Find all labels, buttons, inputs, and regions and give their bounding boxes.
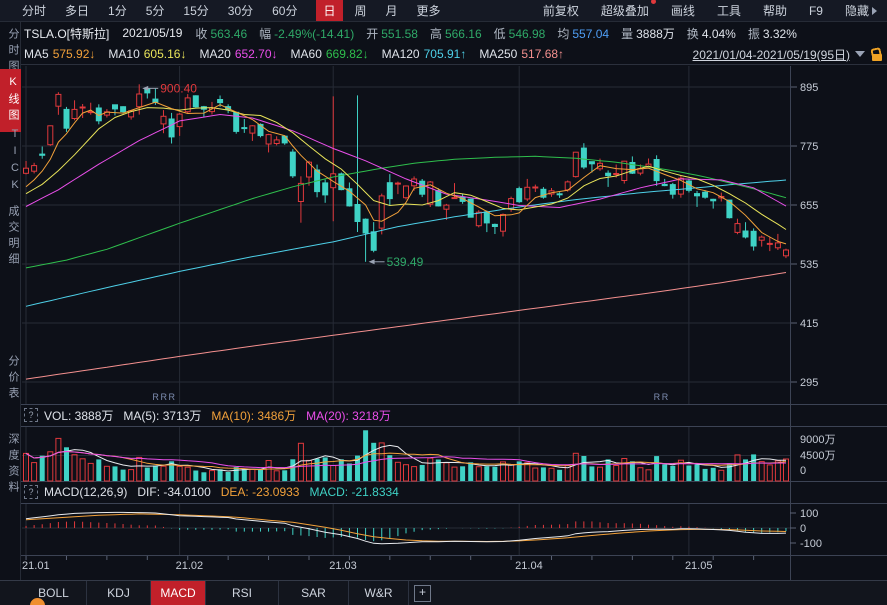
field-avg: 均 557.04 (557, 26, 610, 41)
tab-rsi[interactable]: RSI (206, 581, 279, 605)
toolbar-item-f9[interactable]: F9 (808, 3, 823, 18)
svg-text:0: 0 (800, 465, 806, 477)
toolbar-item-more[interactable]: 更多 (416, 4, 441, 18)
sidebar-item-kline[interactable]: K线图 (0, 69, 21, 132)
svg-text:21.02: 21.02 (176, 560, 204, 572)
volume-pane-header: ? VOL: 3888万 MA(5): 3713万 MA(10): 3486万 … (21, 405, 781, 425)
toolbar-item-intraday[interactable]: 分时 (22, 4, 47, 18)
svg-text:R: R (152, 392, 159, 402)
toolbar-item-monthly[interactable]: 月 (385, 4, 398, 18)
unlock-icon[interactable] (870, 46, 883, 61)
toolbar-item-weekly[interactable]: 周 (354, 4, 367, 18)
svg-text:R: R (169, 392, 176, 402)
toolbar-item-60min[interactable]: 60分 (272, 4, 298, 18)
macd-params: MACD(12,26,9) (44, 485, 128, 499)
sidebar-item-price-table[interactable]: 分价表 (7, 355, 19, 403)
tab-boll[interactable]: BOLL (21, 581, 87, 605)
svg-text:21.01: 21.01 (22, 560, 50, 572)
quote-info-bar: TSLA.O[特斯拉] 2021/05/19 收 563.46 幅 -2.49%(-… (21, 22, 887, 44)
notification-dot-icon (650, 0, 656, 4)
toolbar-item-draw-line[interactable]: 画线 (670, 4, 695, 18)
add-indicator-button[interactable]: + (414, 584, 431, 602)
svg-text:0: 0 (800, 523, 806, 535)
toolbar-item-1min[interactable]: 1分 (108, 4, 127, 18)
date-range-label[interactable]: 2021/01/04-2021/05/19(95日) (692, 47, 850, 62)
field-amplitude: 振 3.32% (747, 26, 797, 41)
vol-value: VOL: 3888万 (44, 408, 114, 423)
indicator-tab-bar: BOLL KDJ MACD RSI SAR W&R + (0, 580, 887, 605)
svg-text:4500万: 4500万 (800, 450, 835, 462)
period-toolbar: 分时 多日 1分 5分 15分 30分 60分 日 周 月 更多 前复权 超级叠… (0, 0, 887, 22)
macd-dea: DEA: -23.0933 (220, 485, 300, 499)
ma10-legend: MA10 605.16↓ (108, 47, 187, 61)
toolbar-item-tools[interactable]: 工具 (716, 4, 741, 18)
field-turnover: 换 4.04% (686, 26, 736, 41)
tab-macd[interactable]: MACD (151, 581, 206, 605)
svg-text:415: 415 (800, 318, 818, 330)
sidebar-item-time-chart[interactable]: 分时图 (7, 28, 19, 76)
sidebar-item-depth-data[interactable]: 深度资料 (7, 433, 19, 497)
ma-legend-bar: MA5 575.92↓ MA10 605.16↓ MA20 652.70↓ MA60 6… (21, 44, 887, 65)
toolbar-item-30min[interactable]: 30分 (227, 4, 254, 18)
svg-text:R: R (654, 392, 661, 402)
toolbar-item-super-overlay[interactable]: 超级叠加 (601, 0, 656, 19)
field-close: 收 563.46 (195, 26, 248, 41)
ma5-legend: MA5 575.92↓ (24, 47, 96, 61)
svg-text:655: 655 (800, 200, 818, 212)
ma20-legend: MA20 652.70↓ (199, 47, 278, 61)
chevron-right-icon (872, 6, 877, 15)
svg-text:21.04: 21.04 (515, 560, 543, 572)
toolbar-item-hide[interactable]: 隐藏 (845, 2, 877, 19)
macd-value: MACD: -21.8334 (309, 485, 399, 499)
field-volume: 量 3888万 (621, 26, 675, 41)
ma250-legend: MA250 517.68↑ (479, 47, 565, 61)
chart-type-sidebar: 分时图 K线图 TICK 成交明细 分价表 深度资料 (0, 22, 21, 605)
chevron-down-icon[interactable] (855, 51, 865, 57)
date-range-selector[interactable]: 2021/01/04-2021/05/19(95日) (693, 46, 887, 63)
vol-ma20: MA(20): 3218万 (306, 408, 391, 423)
svg-text:535: 535 (800, 259, 818, 271)
field-low: 低 546.98 (493, 26, 546, 41)
macd-pane-header: ? MACD(12,26,9) DIF: -34.0100 DEA: -23.0… (21, 482, 781, 502)
svg-text:100: 100 (800, 508, 818, 520)
svg-text:775: 775 (800, 141, 818, 153)
svg-text:R: R (662, 392, 669, 402)
svg-text:895: 895 (800, 82, 818, 94)
kline-chart-canvas[interactable]: 895 775 655 535 415 295 9000万 4500万 0 100 0 -100 21.… (21, 66, 887, 580)
svg-text:21.05: 21.05 (685, 560, 713, 572)
help-icon[interactable]: ? (24, 408, 38, 422)
toolbar-item-daily[interactable]: 日 (316, 0, 343, 21)
tab-sar[interactable]: SAR (279, 581, 349, 605)
tab-kdj[interactable]: KDJ (87, 581, 151, 605)
svg-text:R: R (160, 392, 167, 402)
toolbar-right-group: 前复权 超级叠加 画线 工具 帮助 F9 隐藏 (521, 0, 887, 19)
toolbar-item-5min[interactable]: 5分 (145, 4, 165, 18)
toolbar-item-forward-adjust[interactable]: 前复权 (542, 4, 579, 18)
sidebar-item-tick[interactable]: TICK (9, 128, 21, 196)
ma60-legend: MA60 669.82↓ (290, 47, 369, 61)
quote-date: 2021/05/19 (122, 26, 183, 40)
vol-ma10: MA(10): 3486万 (211, 408, 297, 423)
toolbar-item-help[interactable]: 帮助 (762, 4, 787, 18)
svg-text:539.49: 539.49 (387, 255, 424, 269)
svg-text:9000万: 9000万 (800, 434, 835, 446)
field-high: 高 566.16 (429, 26, 482, 41)
ma120-legend: MA120 705.91↑ (381, 47, 467, 61)
help-icon[interactable]: ? (24, 485, 38, 499)
svg-text:295: 295 (800, 377, 818, 389)
symbol-name: TSLA.O[特斯拉] (24, 26, 110, 41)
vol-ma5: MA(5): 3713万 (123, 408, 202, 423)
assistant-icon[interactable] (30, 598, 45, 605)
sidebar-item-trade-detail[interactable]: 成交明细 (7, 205, 19, 269)
field-change: 幅 -2.49%(-14.41) (259, 26, 355, 41)
svg-text:21.03: 21.03 (329, 560, 357, 572)
toolbar-item-15min[interactable]: 15分 (183, 4, 209, 18)
svg-text:900.40: 900.40 (160, 81, 197, 95)
svg-text:-100: -100 (800, 538, 822, 550)
macd-dif: DIF: -34.0100 (137, 485, 211, 499)
tab-wr[interactable]: W&R (349, 581, 409, 605)
toolbar-item-multiday[interactable]: 多日 (65, 4, 90, 18)
field-open: 开 551.58 (366, 26, 418, 41)
